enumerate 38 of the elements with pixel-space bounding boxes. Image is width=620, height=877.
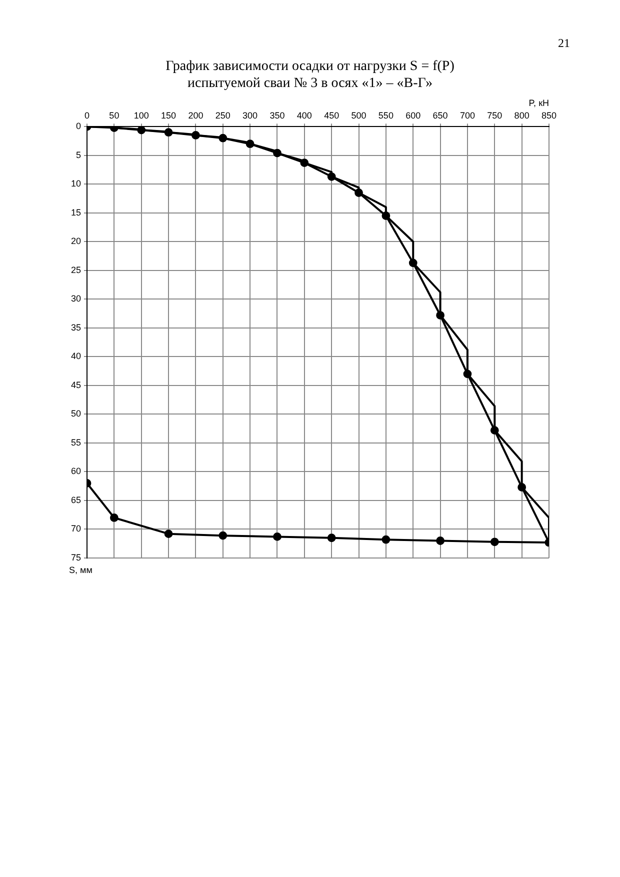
x-axis-title: P, кН: [528, 98, 549, 108]
y-tick-label: 50: [70, 408, 82, 419]
y-tick-label: 60: [70, 466, 82, 476]
chart-title: График зависимости осадки от нагрузки S = f(P) испытуемой сваи № 3 в осях «1» – «В-Г»: [164, 58, 456, 92]
y-tick-label: 45: [70, 380, 82, 390]
y-tick-label: 75: [70, 552, 82, 562]
x-tick-label: 50: [109, 110, 120, 121]
y-tick-label: 55: [70, 437, 82, 448]
x-tick-label: 100: [134, 110, 149, 121]
y-tick-label: 70: [70, 524, 82, 534]
y-tick-label: 10: [70, 178, 82, 189]
text: 21: [558, 36, 570, 51]
x-tick-label: 350: [270, 110, 285, 121]
x-tick-label: 800: [514, 110, 530, 121]
y-tick-label: 15: [70, 207, 82, 218]
x-tick-label: 750: [487, 110, 502, 121]
x-tick-label: 200: [188, 110, 204, 121]
x-tick-label: 550: [378, 110, 394, 121]
y-tick-label: 30: [70, 294, 82, 304]
x-tick-label: 300: [242, 110, 258, 121]
y-tick-label: 65: [70, 494, 82, 505]
x-tick-label: 150: [161, 110, 176, 121]
y-tick-label: 0: [76, 121, 82, 132]
y-tick-label: 35: [70, 322, 82, 332]
x-tick-label: 650: [432, 110, 448, 121]
x-tick-label: 450: [324, 110, 340, 121]
x-tick-label: 600: [406, 110, 421, 121]
y-tick-label: 40: [70, 351, 82, 362]
x-tick-label: 700: [460, 110, 475, 121]
x-tick-label: 850: [541, 110, 557, 121]
y-axis-title: S, мм: [69, 564, 92, 575]
y-tick-label: 20: [70, 236, 82, 246]
x-tick-label: 250: [215, 110, 230, 121]
y-tick-label: 25: [70, 264, 82, 275]
x-tick-label: 0: [84, 110, 90, 121]
x-tick-label: 400: [296, 110, 312, 121]
y-tick-label: 5: [76, 150, 82, 160]
x-tick-label: 500: [351, 110, 366, 121]
